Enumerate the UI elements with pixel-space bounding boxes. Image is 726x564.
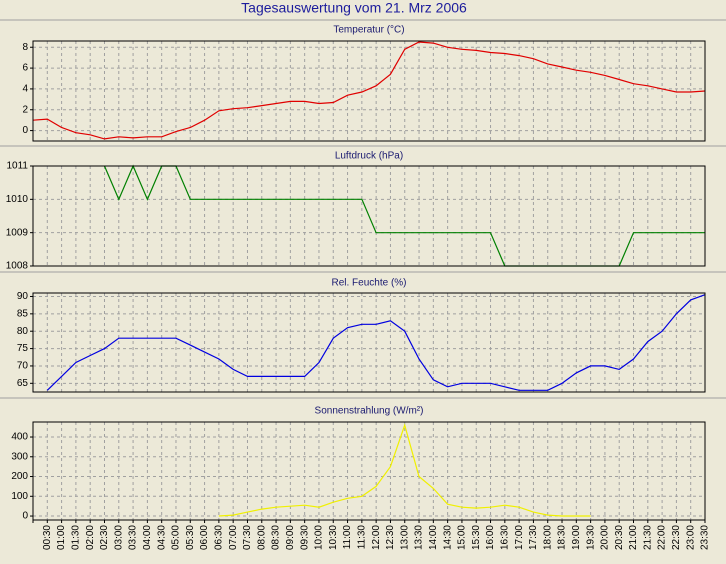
- x-tick-label: 01:00: [56, 525, 67, 550]
- x-tick-label: 08:00: [256, 525, 267, 550]
- y-tick-label: 400: [11, 432, 28, 443]
- x-tick-label: 17:30: [528, 525, 539, 550]
- y-tick-label: 1009: [6, 227, 29, 238]
- x-tick-label: 11:00: [342, 525, 353, 550]
- y-tick-label: 1011: [6, 161, 28, 172]
- plot-border: [32, 40, 706, 142]
- x-tick-label: 16:30: [499, 525, 510, 550]
- y-tick-label: 80: [17, 326, 29, 337]
- x-tick-label: 20:30: [614, 525, 625, 550]
- data-line: [218, 423, 591, 517]
- x-tick-label: 04:30: [156, 525, 167, 550]
- x-tick-label: 08:30: [271, 525, 282, 550]
- y-tick-label: 65: [17, 378, 29, 389]
- x-tick-label: 22:30: [671, 525, 682, 550]
- y-tick-label: 6: [22, 63, 28, 74]
- y-tick-label: 100: [11, 491, 28, 502]
- page-title: Tagesauswertung vom 21. Mrz 2006: [241, 0, 467, 16]
- x-tick-label: 19:30: [585, 525, 596, 550]
- x-tick-label: 23:00: [685, 525, 696, 550]
- plot-border: [32, 165, 706, 267]
- x-tick-label: 12:00: [371, 525, 382, 550]
- x-tick-label: 21:00: [628, 525, 639, 550]
- plot-border: [32, 421, 706, 521]
- y-tick-label: 75: [17, 343, 29, 354]
- y-tick-label: 2: [22, 104, 28, 115]
- x-tick-label: 02:30: [99, 525, 110, 550]
- data-line: [32, 41, 706, 140]
- x-tick-label: 09:30: [299, 525, 310, 550]
- plot-area: [33, 293, 705, 392]
- x-tick-label: 06:30: [214, 525, 225, 550]
- y-tick-label: 1010: [6, 194, 29, 205]
- x-tick-label: 07:30: [242, 525, 253, 550]
- x-tick-label: 03:30: [128, 525, 139, 550]
- y-tick-label: 8: [22, 42, 28, 53]
- x-tick-label: 19:00: [571, 525, 582, 550]
- x-tick-label: 10:00: [314, 525, 325, 550]
- x-tick-label: 07:00: [228, 525, 239, 550]
- y-tick-label: 1008: [6, 261, 29, 272]
- x-tick-label: 16:00: [485, 525, 496, 550]
- y-tick-label: 200: [11, 471, 28, 482]
- x-tick-label: 03:00: [113, 525, 124, 550]
- x-tick-label: 06:00: [199, 525, 210, 550]
- x-tick-label: 00:30: [42, 525, 53, 550]
- x-tick-label: 15:00: [457, 525, 468, 550]
- panel-title: Luftdruck (hPa): [335, 151, 403, 162]
- plot-border: [32, 292, 706, 393]
- panel-title: Rel. Feuchte (%): [331, 278, 406, 289]
- x-tick-label: 21:30: [642, 525, 653, 550]
- panel-title: Temperatur (°C): [333, 25, 404, 36]
- x-tick-label: 18:00: [542, 525, 553, 550]
- x-tick-label: 10:30: [328, 525, 339, 550]
- x-tick-label: 01:30: [71, 525, 82, 550]
- x-tick-label: 18:30: [557, 525, 568, 550]
- x-tick-label: 11:30: [356, 525, 367, 550]
- x-tick-label: 05:30: [185, 525, 196, 550]
- x-tick-label: 14:00: [428, 525, 439, 550]
- x-tick-label: 23:30: [700, 525, 711, 550]
- x-tick-label: 12:30: [385, 525, 396, 550]
- x-tick-label: 15:30: [471, 525, 482, 550]
- x-tick-label: 02:00: [85, 525, 96, 550]
- x-tick-label: 14:30: [442, 525, 453, 550]
- y-tick-label: 0: [22, 511, 28, 522]
- panel-title: Sonnenstrahlung (W/m²): [315, 406, 424, 417]
- x-tick-label: 09:00: [285, 525, 296, 550]
- y-tick-label: 300: [11, 451, 28, 462]
- y-tick-label: 70: [17, 361, 29, 372]
- y-tick-label: 4: [22, 84, 28, 95]
- x-tick-label: 13:30: [414, 525, 425, 550]
- x-tick-label: 17:00: [514, 525, 525, 550]
- y-tick-label: 85: [17, 308, 29, 319]
- x-tick-label: 22:00: [657, 525, 668, 550]
- data-line: [46, 294, 706, 391]
- x-tick-label: 13:00: [399, 525, 410, 550]
- x-tick-label: 04:00: [142, 525, 153, 550]
- x-tick-label: 20:00: [600, 525, 611, 550]
- y-tick-label: 90: [17, 291, 29, 302]
- x-tick-label: 05:00: [171, 525, 182, 550]
- plot-area: [33, 422, 705, 520]
- plot-area: [33, 41, 705, 141]
- y-tick-label: 0: [22, 125, 28, 136]
